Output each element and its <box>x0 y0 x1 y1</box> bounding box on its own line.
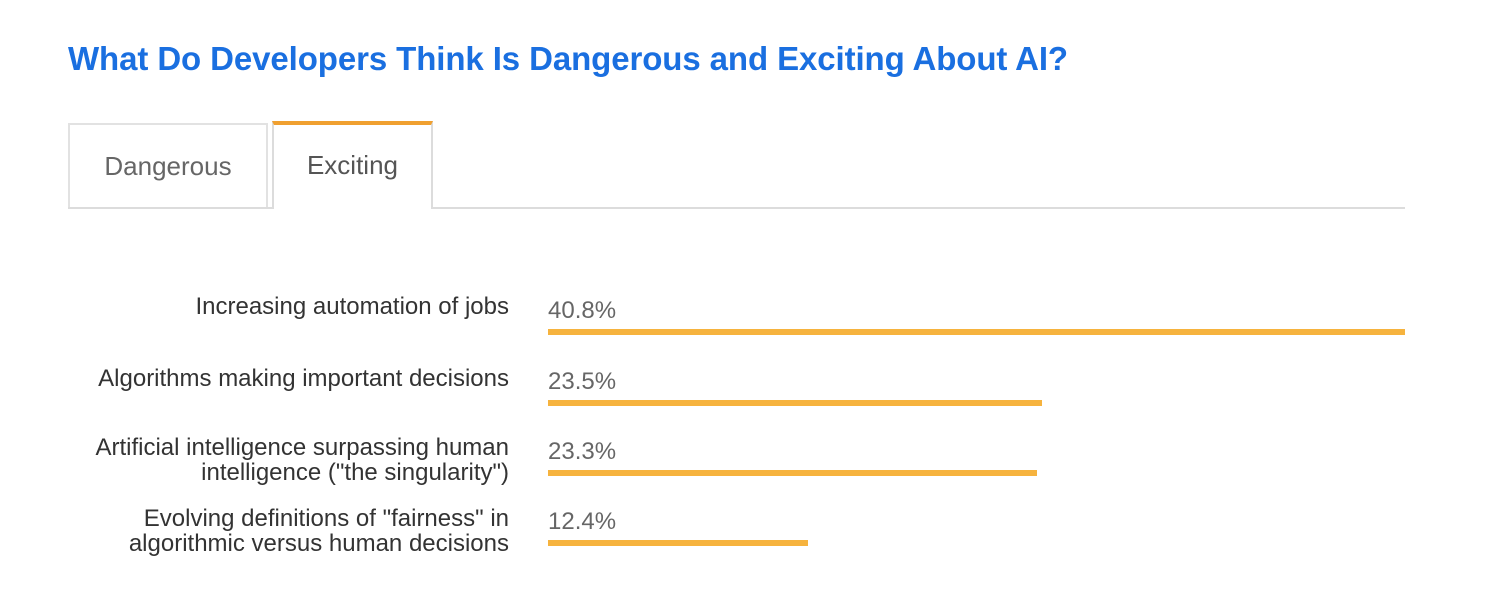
value-label: 23.3% <box>548 438 617 465</box>
tab-dangerous-label: Dangerous <box>104 150 232 181</box>
tab-bar: Dangerous Exciting <box>68 121 1405 209</box>
tab-exciting[interactable]: Exciting <box>272 121 433 209</box>
bar <box>548 329 1405 335</box>
tab-dangerous[interactable]: Dangerous <box>68 123 268 207</box>
category-label: Artificial intelligence surpassing human… <box>95 434 509 486</box>
category-label: Evolving definitions of "fairness" in al… <box>128 505 509 557</box>
bar <box>548 400 1042 406</box>
category-label: Algorithms making important decisions <box>98 365 509 392</box>
category-label: Increasing automation of jobs <box>195 293 509 320</box>
value-label: 12.4% <box>548 508 617 535</box>
tab-exciting-label: Exciting <box>306 149 399 180</box>
chart-title: What Do Developers Think Is Dangerous an… <box>68 40 1068 77</box>
value-label: 40.8% <box>548 297 617 324</box>
bar <box>548 540 808 546</box>
value-label: 23.5% <box>548 368 617 395</box>
bar <box>548 470 1037 476</box>
